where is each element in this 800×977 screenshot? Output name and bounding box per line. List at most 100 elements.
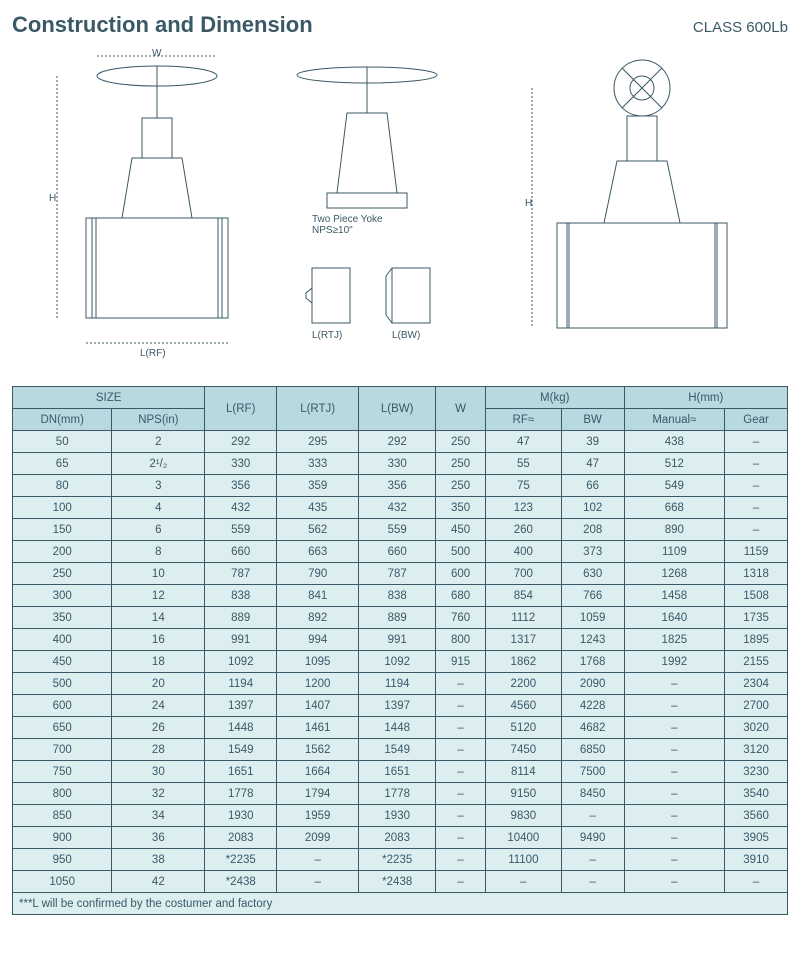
table-cell: 850 bbox=[13, 805, 112, 827]
table-cell: – bbox=[725, 519, 788, 541]
table-cell: – bbox=[624, 783, 725, 805]
page-header: Construction and Dimension CLASS 600Lb bbox=[12, 12, 788, 38]
table-cell: 1243 bbox=[561, 629, 624, 651]
table-row: 450181092109510929151862176819922155 bbox=[13, 651, 788, 673]
col-group-mkg: M(kg) bbox=[485, 387, 624, 409]
table-cell: 650 bbox=[13, 717, 112, 739]
table-footnote: ***L will be confirmed by the costumer a… bbox=[13, 893, 788, 915]
table-cell: – bbox=[436, 871, 486, 893]
dim-h-label: H bbox=[49, 193, 56, 204]
table-cell: 800 bbox=[13, 783, 112, 805]
table-cell: 8114 bbox=[485, 761, 561, 783]
table-cell: 1959 bbox=[277, 805, 359, 827]
table-row: 3001283884183868085476614581508 bbox=[13, 585, 788, 607]
table-cell: 1407 bbox=[277, 695, 359, 717]
table-cell: 250 bbox=[436, 431, 486, 453]
table-cell: 892 bbox=[277, 607, 359, 629]
table-cell: – bbox=[561, 871, 624, 893]
table-cell: 350 bbox=[436, 497, 486, 519]
col-lrf: L(RF) bbox=[205, 387, 277, 431]
table-cell: 1397 bbox=[205, 695, 277, 717]
class-label: CLASS 600Lb bbox=[693, 19, 788, 36]
table-cell: – bbox=[436, 739, 486, 761]
table-cell: 1549 bbox=[205, 739, 277, 761]
table-cell: 438 bbox=[624, 431, 725, 453]
table-cell: 80 bbox=[13, 475, 112, 497]
table-cell: 1448 bbox=[359, 717, 436, 739]
table-cell: 28 bbox=[112, 739, 205, 761]
table-cell: 1651 bbox=[359, 761, 436, 783]
table-cell: – bbox=[624, 717, 725, 739]
table-cell: 2¹/₂ bbox=[112, 453, 205, 475]
col-nps: NPS(in) bbox=[112, 409, 205, 431]
table-cell: 562 bbox=[277, 519, 359, 541]
table-cell: 1930 bbox=[205, 805, 277, 827]
table-cell: 66 bbox=[561, 475, 624, 497]
table-cell: 991 bbox=[205, 629, 277, 651]
table-cell: 838 bbox=[205, 585, 277, 607]
table-row: 1506559562559450260208890– bbox=[13, 519, 788, 541]
table-cell: 1059 bbox=[561, 607, 624, 629]
table-cell: 760 bbox=[436, 607, 486, 629]
table-cell: 450 bbox=[436, 519, 486, 541]
table-cell: 1862 bbox=[485, 651, 561, 673]
col-manual: Manual≈ bbox=[624, 409, 725, 431]
valve-diagrams bbox=[12, 48, 788, 378]
col-lbw: L(BW) bbox=[359, 387, 436, 431]
table-cell: 1508 bbox=[725, 585, 788, 607]
table-cell: 1549 bbox=[359, 739, 436, 761]
table-cell: 3230 bbox=[725, 761, 788, 783]
table-cell: 800 bbox=[436, 629, 486, 651]
table-cell: – bbox=[485, 871, 561, 893]
table-cell: 559 bbox=[359, 519, 436, 541]
table-cell: 292 bbox=[205, 431, 277, 453]
table-cell: 400 bbox=[485, 541, 561, 563]
table-cell: 100 bbox=[13, 497, 112, 519]
table-cell: 1112 bbox=[485, 607, 561, 629]
table-row: 1004432435432350123102668– bbox=[13, 497, 788, 519]
table-cell: 1159 bbox=[725, 541, 788, 563]
table-cell: 1448 bbox=[205, 717, 277, 739]
table-cell: 359 bbox=[277, 475, 359, 497]
dim-lrtj-label: L(RTJ) bbox=[312, 330, 342, 341]
table-cell: 38 bbox=[112, 849, 205, 871]
table-cell: 2090 bbox=[561, 673, 624, 695]
table-cell: 7450 bbox=[485, 739, 561, 761]
dim-h-label-2: H bbox=[525, 198, 532, 209]
table-cell: – bbox=[436, 695, 486, 717]
table-cell: 600 bbox=[436, 563, 486, 585]
table-cell: *2438 bbox=[205, 871, 277, 893]
table-cell: 2083 bbox=[359, 827, 436, 849]
table-cell: 1895 bbox=[725, 629, 788, 651]
table-cell: 838 bbox=[359, 585, 436, 607]
table-cell: – bbox=[436, 805, 486, 827]
table-cell: 350 bbox=[13, 607, 112, 629]
table-cell: 373 bbox=[561, 541, 624, 563]
page-title: Construction and Dimension bbox=[12, 12, 313, 38]
col-dn: DN(mm) bbox=[13, 409, 112, 431]
table-cell: 55 bbox=[485, 453, 561, 475]
table-row: 50020119412001194–22002090–2304 bbox=[13, 673, 788, 695]
table-cell: 250 bbox=[436, 475, 486, 497]
table-cell: – bbox=[561, 849, 624, 871]
table-cell: 65 bbox=[13, 453, 112, 475]
table-cell: – bbox=[624, 761, 725, 783]
table-cell: 668 bbox=[624, 497, 725, 519]
table-cell: – bbox=[561, 805, 624, 827]
table-cell: 47 bbox=[561, 453, 624, 475]
table-cell: 10400 bbox=[485, 827, 561, 849]
dim-w-label: W bbox=[152, 48, 161, 59]
table-cell: – bbox=[725, 431, 788, 453]
table-cell: – bbox=[624, 871, 725, 893]
table-cell: 24 bbox=[112, 695, 205, 717]
table-cell: 950 bbox=[13, 849, 112, 871]
table-cell: 150 bbox=[13, 519, 112, 541]
col-group-size: SIZE bbox=[13, 387, 205, 409]
table-cell: 1651 bbox=[205, 761, 277, 783]
table-cell: 16 bbox=[112, 629, 205, 651]
table-cell: 2700 bbox=[725, 695, 788, 717]
table-row: 5022922952922504739438– bbox=[13, 431, 788, 453]
table-cell: 11100 bbox=[485, 849, 561, 871]
table-cell: 660 bbox=[205, 541, 277, 563]
table-cell: 1092 bbox=[205, 651, 277, 673]
